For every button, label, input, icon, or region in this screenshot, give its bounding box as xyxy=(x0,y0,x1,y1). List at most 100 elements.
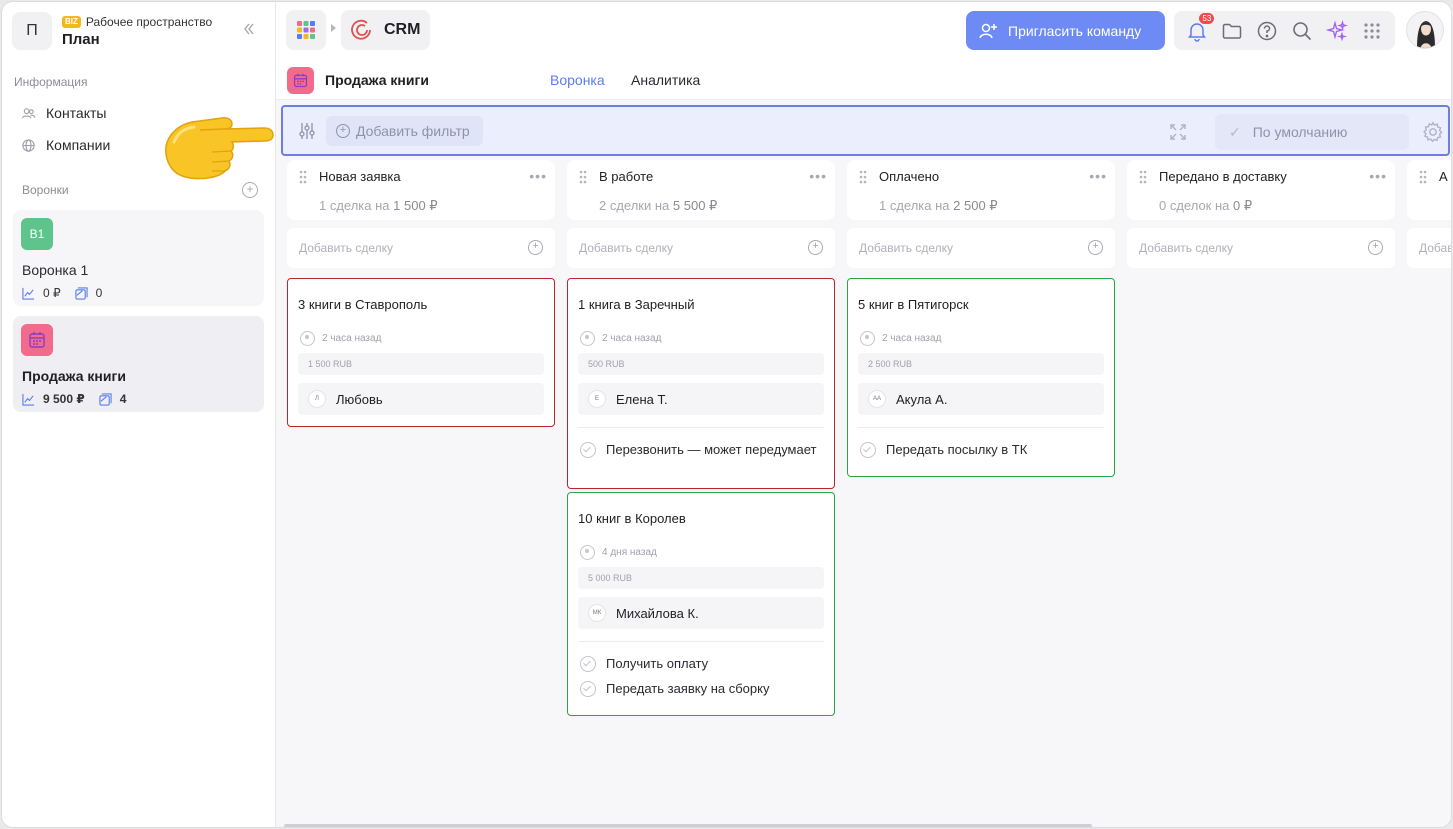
chart-icon xyxy=(22,287,35,300)
help-icon xyxy=(1257,21,1277,40)
crm-logo-icon xyxy=(351,19,371,40)
drag-handle-icon[interactable] xyxy=(1139,170,1147,184)
deal-time: 2 часа назад xyxy=(300,331,381,346)
add-filter-button[interactable]: + Добавить фильтр xyxy=(326,116,483,146)
invite-team-button[interactable]: Пригласить команду xyxy=(966,11,1165,50)
funnel-sum: 9 500 ₽ xyxy=(43,392,85,406)
info-section-label: Информация xyxy=(14,75,88,89)
pointing-hand-icon xyxy=(165,117,274,180)
deal-contact[interactable]: МК Михайлова К. xyxy=(578,597,824,629)
add-deal-button[interactable]: Добавить сделку + xyxy=(567,228,835,268)
help-button[interactable] xyxy=(1255,19,1279,43)
task-item[interactable]: Получить оплату xyxy=(580,656,820,672)
notifications-count: 53 xyxy=(1199,12,1215,24)
deal-card[interactable]: 10 книг в Королев 4 дня назад 5 000 RUB … xyxy=(567,492,835,716)
funnel-card-active[interactable]: Продажа книги 9 500 ₽ 4 xyxy=(13,316,264,412)
task-item[interactable]: Перезвонить — может передумает xyxy=(580,442,820,458)
drag-handle-icon[interactable] xyxy=(579,170,587,184)
add-deal-button[interactable]: Добавить сделку + xyxy=(847,228,1115,268)
funnel-header: Продажа книги Воронка Аналитика xyxy=(276,60,1451,100)
sidebar-item-contacts[interactable]: Контакты xyxy=(20,105,106,121)
funnel-count: 0 xyxy=(95,286,103,300)
divider xyxy=(578,641,824,642)
deal-card[interactable]: 3 книги в Ставрополь 2 часа назад 1 500 … xyxy=(287,278,555,427)
funnel-card[interactable]: В1 Воронка 1 0 ₽ 0 xyxy=(13,210,264,306)
task-check-icon[interactable] xyxy=(580,656,596,672)
files-button[interactable] xyxy=(1220,19,1244,43)
contact-avatar: МК xyxy=(588,604,606,622)
default-view-select[interactable]: ✓ По умолчанию xyxy=(1215,114,1409,150)
task-item[interactable]: Передать заявку на сборку xyxy=(580,681,820,697)
ai-button[interactable] xyxy=(1325,19,1349,43)
workspace-switcher[interactable]: П BIZ Рабочее пространство План xyxy=(12,12,212,50)
gear-icon[interactable] xyxy=(1422,121,1444,143)
deal-contact[interactable]: АА Акула А. xyxy=(858,383,1104,415)
task-check-icon[interactable] xyxy=(580,442,596,458)
column-title: Передано в доставку xyxy=(1159,169,1287,184)
crm-label: CRM xyxy=(384,21,421,38)
crm-button[interactable]: CRM xyxy=(341,10,430,50)
drag-handle-icon[interactable] xyxy=(859,170,867,184)
plus-circle-icon: + xyxy=(808,240,823,255)
deal-card[interactable]: 1 книга в Заречный 2 часа назад 500 RUB … xyxy=(567,278,835,489)
horizontal-scrollbar[interactable] xyxy=(284,824,1092,827)
clock-icon xyxy=(580,331,595,346)
chart-icon xyxy=(22,393,35,406)
drag-handle-icon[interactable] xyxy=(299,170,307,184)
filter-bar: + Добавить фильтр ✓ По умолчанию xyxy=(281,105,1450,156)
contact-avatar: АА xyxy=(868,390,886,408)
add-deal-label: Добавить сделку xyxy=(1139,241,1234,255)
deal-contact[interactable]: Е Елена Т. xyxy=(578,383,824,415)
funnel-sum: 0 ₽ xyxy=(43,286,61,300)
invite-label: Пригласить команду xyxy=(1008,22,1142,39)
apps-button[interactable] xyxy=(286,10,326,50)
deal-price: 1 500 RUB xyxy=(298,353,544,375)
more-icon[interactable]: ••• xyxy=(1369,168,1387,184)
funnel-badge: В1 xyxy=(21,218,53,250)
deal-time: 2 часа назад xyxy=(860,331,941,346)
deal-card[interactable]: 5 книг в Пятигорск 2 часа назад 2 500 RU… xyxy=(847,278,1115,477)
deal-contact[interactable]: Л Любовь xyxy=(298,383,544,415)
more-icon[interactable]: ••• xyxy=(809,168,827,184)
search-button[interactable] xyxy=(1290,19,1314,43)
workspace-label: Рабочее пространство xyxy=(85,14,213,29)
clock-icon xyxy=(860,331,875,346)
breadcrumb-arrow-icon xyxy=(331,24,336,32)
avatar[interactable] xyxy=(1406,11,1444,49)
main-area: CRM Пригласить команду 53 xyxy=(276,2,1451,827)
contact-avatar: Л xyxy=(308,390,326,408)
task-item[interactable]: Передать посылку в ТК xyxy=(860,442,1100,458)
collapse-sidebar-icon[interactable] xyxy=(240,20,260,40)
more-icon[interactable]: ••• xyxy=(529,168,547,184)
more-icon[interactable]: ••• xyxy=(1089,168,1107,184)
plus-circle-icon: + xyxy=(336,124,350,138)
add-deal-label: Добавить сделку xyxy=(859,241,954,255)
deal-time: 4 дня назад xyxy=(580,545,657,560)
deal-price: 2 500 RUB xyxy=(858,353,1104,375)
expand-icon[interactable] xyxy=(1169,123,1187,141)
sidebar-item-companies[interactable]: Компании xyxy=(20,137,110,153)
clock-icon xyxy=(580,545,595,560)
add-deal-button[interactable]: Добав xyxy=(1407,228,1451,268)
column-title: А xyxy=(1439,169,1448,184)
task-check-icon[interactable] xyxy=(580,681,596,697)
deal-title: 10 книг в Королев xyxy=(578,511,686,526)
sliders-icon[interactable] xyxy=(297,121,317,141)
task-check-icon[interactable] xyxy=(860,442,876,458)
drag-handle-icon[interactable] xyxy=(1419,170,1427,184)
plus-circle-icon: + xyxy=(528,240,543,255)
tab-funnel[interactable]: Воронка xyxy=(550,72,605,88)
add-deal-label: Добавить сделку xyxy=(579,241,674,255)
notifications-button[interactable]: 53 xyxy=(1185,12,1215,43)
tab-analytics[interactable]: Аналитика xyxy=(631,72,701,88)
add-deal-button[interactable]: Добавить сделку + xyxy=(287,228,555,268)
column-header: Новая заявка ••• 1 сделка на 1 500 ₽ xyxy=(287,160,555,220)
top-bar: CRM Пригласить команду 53 xyxy=(276,2,1451,60)
add-deal-button[interactable]: Добавить сделку + xyxy=(1127,228,1395,268)
column-title: В работе xyxy=(599,169,654,184)
more-apps-button[interactable] xyxy=(1360,19,1384,43)
add-filter-label: Добавить фильтр xyxy=(356,123,470,139)
add-funnel-icon[interactable]: + xyxy=(242,182,258,198)
funnel-stats: 9 500 ₽ 4 xyxy=(22,392,126,406)
